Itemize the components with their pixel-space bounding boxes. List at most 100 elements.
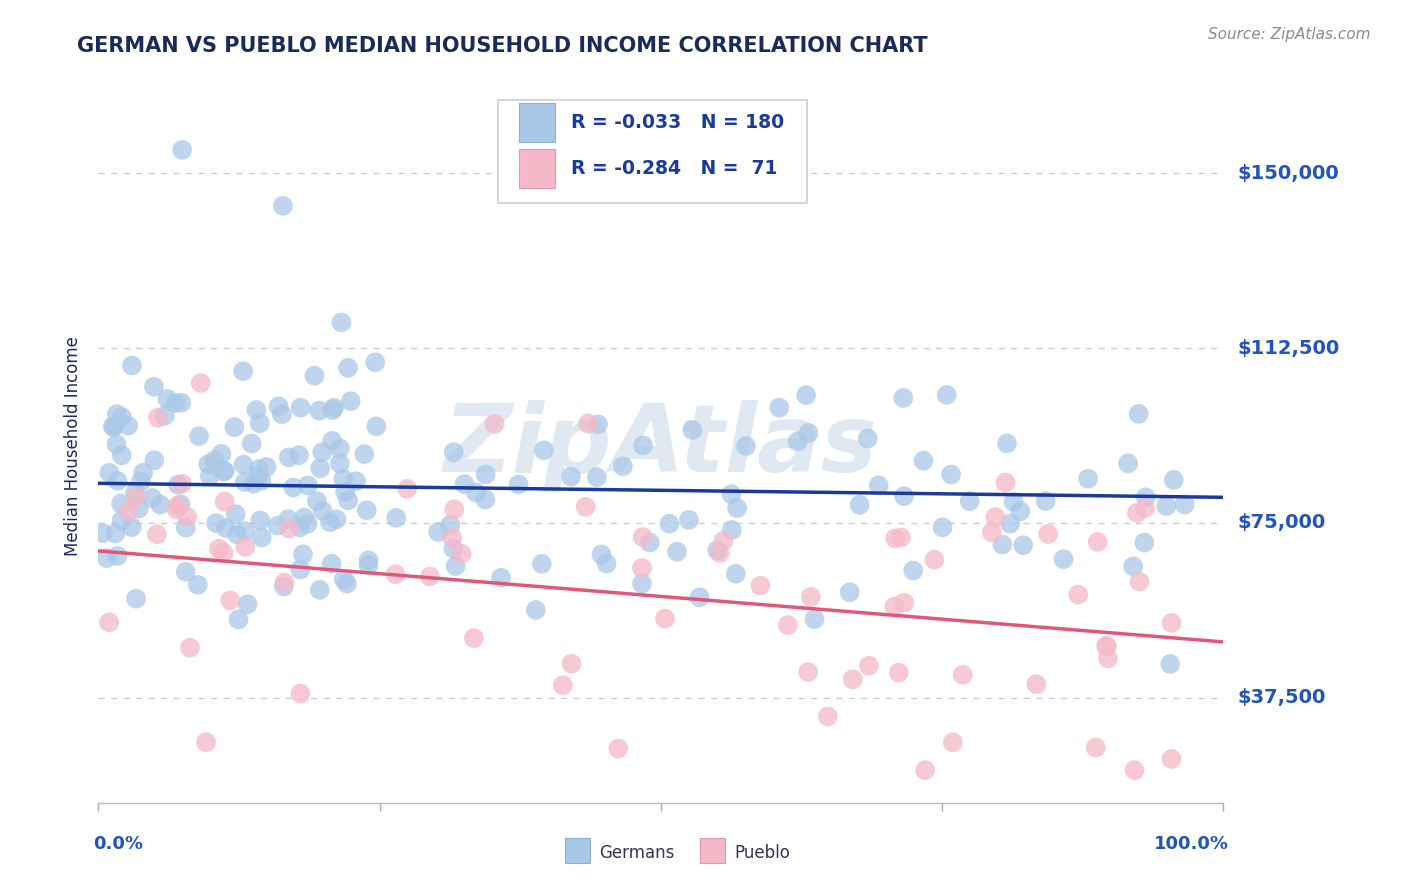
Point [214,464,236,478]
Point [156,392,179,406]
Text: R = -0.284   N =  71: R = -0.284 N = 71 [571,159,778,178]
Point [332,472,354,486]
Point [991,538,1014,552]
Point [612,459,634,474]
Point [508,477,530,491]
Point [884,532,907,546]
Point [914,763,936,777]
Point [142,380,165,394]
FancyBboxPatch shape [565,838,591,863]
Point [170,476,193,491]
Point [533,443,555,458]
Point [273,580,295,594]
Point [419,569,441,583]
Point [868,478,890,492]
FancyBboxPatch shape [700,838,725,863]
Point [232,458,254,472]
Point [249,513,271,527]
Point [952,668,974,682]
Y-axis label: Median Household Income: Median Household Income [65,336,83,556]
Text: Source: ZipAtlas.com: Source: ZipAtlas.com [1208,27,1371,42]
Point [474,467,496,482]
Point [107,549,129,563]
Point [465,485,488,500]
Point [1095,640,1118,654]
Point [249,416,271,430]
Point [800,590,823,604]
Point [228,612,250,626]
Point [325,512,347,526]
Point [1160,752,1182,766]
Point [321,557,343,571]
Point [735,439,758,453]
Point [353,447,375,461]
Point [935,388,957,402]
Point [311,445,333,459]
Point [333,484,356,499]
Point [308,582,330,597]
Point [329,442,352,456]
Point [474,492,496,507]
Text: $112,500: $112,500 [1237,339,1340,358]
Point [305,494,328,508]
Point [1067,588,1090,602]
Point [364,355,387,369]
Text: $37,500: $37,500 [1237,689,1326,707]
Point [893,489,915,503]
Point [489,571,512,585]
Point [658,516,681,531]
Point [197,457,219,471]
Point [887,665,910,680]
Text: $150,000: $150,000 [1237,163,1339,183]
Point [912,453,935,467]
Point [1128,407,1150,421]
Point [290,686,312,700]
Point [453,477,475,491]
Point [337,360,360,375]
Point [724,566,747,581]
Point [1156,499,1178,513]
Point [1095,639,1118,653]
Point [242,476,264,491]
Point [721,523,744,537]
Point [153,409,176,423]
Point [212,464,235,478]
Point [91,526,114,541]
Point [366,419,388,434]
Point [427,524,450,539]
Point [309,461,332,475]
Point [149,498,172,512]
Point [357,553,380,567]
Point [356,503,378,517]
Point [277,512,299,526]
Point [187,578,209,592]
Point [1077,472,1099,486]
Point [104,526,127,541]
Point [190,376,212,390]
Point [980,525,1002,540]
Point [1133,501,1156,516]
Point [236,597,259,611]
Point [776,618,799,632]
Point [1010,504,1032,518]
Text: Pueblo: Pueblo [734,844,790,862]
Point [290,401,312,415]
Point [288,520,311,534]
Point [339,394,361,409]
Point [1174,498,1197,512]
Point [107,474,129,488]
Point [174,520,197,534]
Point [111,409,134,424]
Point [838,585,860,599]
Point [321,434,343,448]
Point [1084,740,1107,755]
Point [1135,491,1157,505]
Point [166,502,188,516]
Point [247,462,270,476]
Point [709,546,731,560]
Point [524,603,547,617]
Point [146,410,169,425]
Point [212,546,235,560]
Point [1163,473,1185,487]
FancyBboxPatch shape [519,149,555,188]
